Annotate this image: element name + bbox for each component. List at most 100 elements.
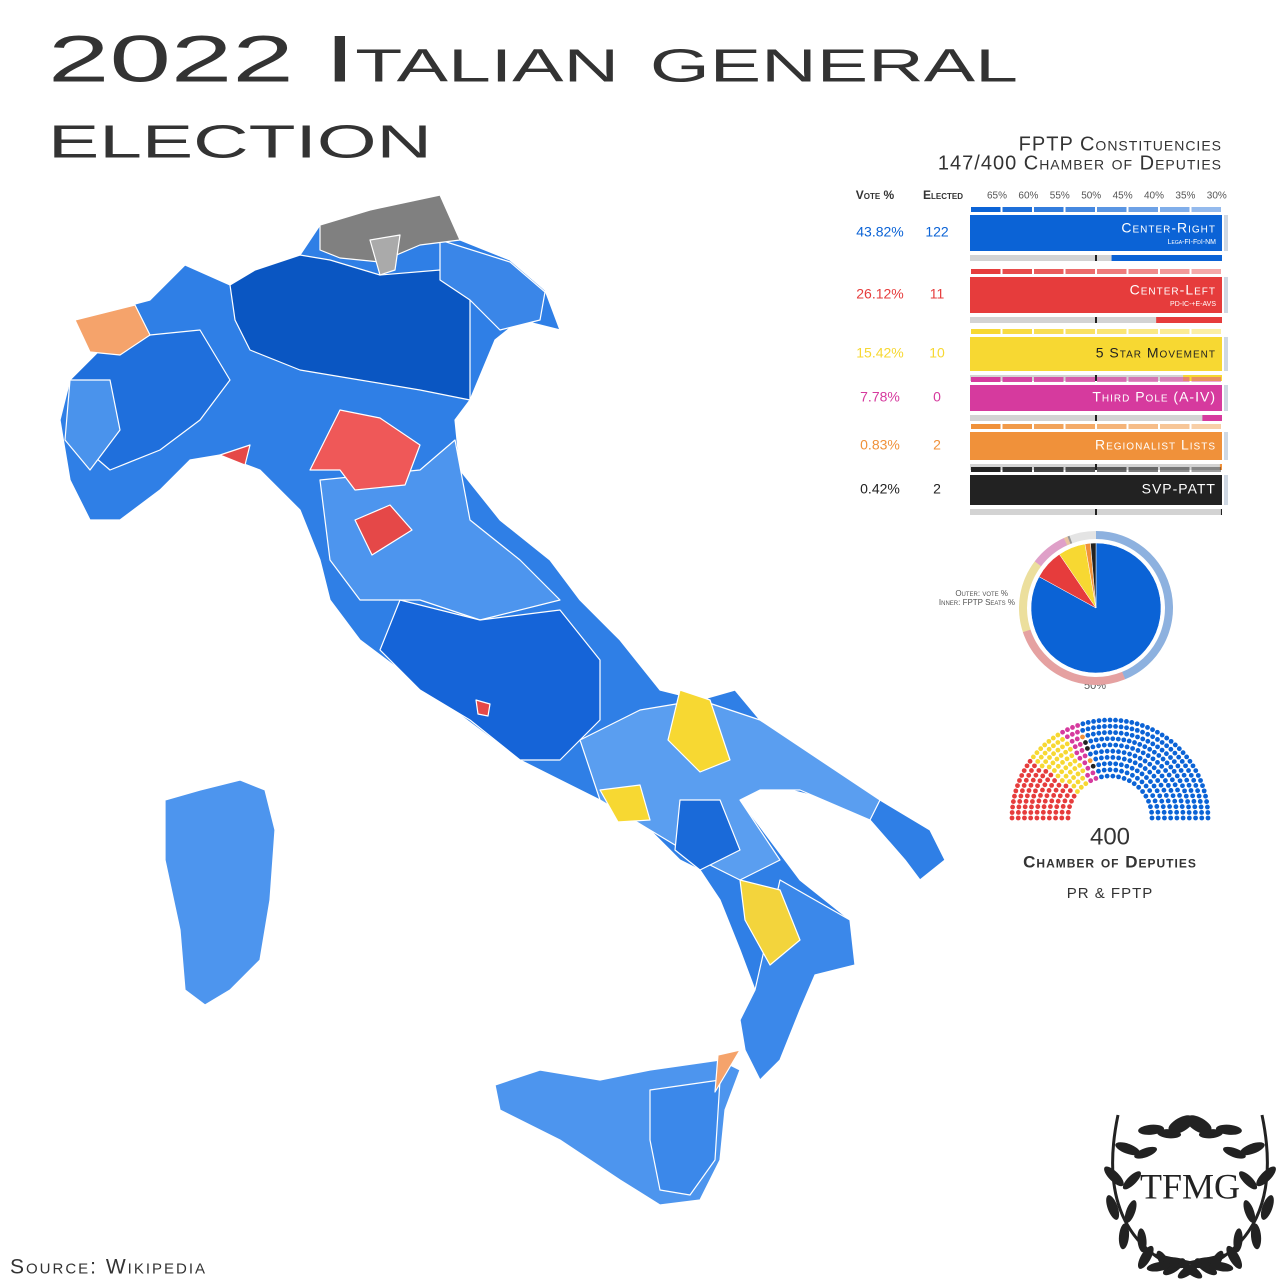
seat bbox=[1119, 743, 1124, 749]
scale-strip bbox=[1128, 424, 1158, 429]
seat bbox=[1151, 773, 1157, 779]
seat bbox=[1053, 787, 1059, 793]
seat bbox=[1037, 778, 1043, 784]
scale-strip bbox=[1128, 269, 1158, 274]
seat bbox=[1113, 730, 1118, 736]
source: Source: Wikipedia bbox=[10, 1256, 207, 1279]
scale-strip bbox=[1065, 467, 1095, 472]
seat bbox=[1041, 804, 1047, 810]
seat bbox=[1046, 788, 1052, 793]
seat bbox=[1142, 766, 1148, 771]
scale-strip bbox=[1160, 377, 1190, 382]
aosta bbox=[74, 304, 151, 356]
scale-strip bbox=[1002, 329, 1032, 334]
seat bbox=[1172, 750, 1178, 756]
seat bbox=[1031, 793, 1037, 799]
seat bbox=[1010, 799, 1016, 804]
scale-strip bbox=[1034, 467, 1064, 472]
scale-strip bbox=[1160, 467, 1190, 472]
seat bbox=[1168, 764, 1174, 770]
seat bbox=[1047, 755, 1052, 760]
seat bbox=[1080, 727, 1086, 733]
seat bbox=[1023, 798, 1029, 804]
party-box bbox=[970, 385, 1222, 411]
seat bbox=[1159, 747, 1165, 753]
tuscany-red bbox=[309, 409, 421, 491]
seat bbox=[1132, 740, 1137, 745]
seat bbox=[1150, 756, 1156, 762]
seat bbox=[1039, 763, 1045, 769]
seat bbox=[1110, 736, 1116, 742]
rome-red bbox=[475, 699, 491, 717]
seat bbox=[1046, 746, 1052, 752]
seat bbox=[1078, 784, 1084, 790]
seat bbox=[1042, 742, 1048, 748]
seat bbox=[1015, 783, 1020, 789]
seat bbox=[1042, 782, 1048, 788]
party-box bbox=[970, 277, 1222, 313]
seat bbox=[1161, 787, 1167, 793]
seat bbox=[1077, 755, 1083, 761]
scale-strip bbox=[1002, 467, 1032, 472]
seat bbox=[1159, 773, 1165, 779]
scale-strip bbox=[1065, 329, 1095, 334]
seat bbox=[1060, 760, 1065, 765]
seat bbox=[1201, 788, 1207, 794]
scale-strip bbox=[1160, 329, 1190, 334]
seat bbox=[1036, 768, 1042, 773]
scale-strip bbox=[1002, 207, 1032, 212]
seat bbox=[1174, 809, 1180, 815]
seat bbox=[1093, 776, 1099, 781]
wreath-leaf bbox=[1104, 1166, 1124, 1187]
seat bbox=[1137, 742, 1143, 747]
seat bbox=[1107, 730, 1113, 735]
seat bbox=[1075, 779, 1081, 785]
seat bbox=[1090, 744, 1096, 750]
seat bbox=[1177, 793, 1182, 798]
seat bbox=[1032, 763, 1037, 769]
seat bbox=[1034, 809, 1040, 815]
seat bbox=[1143, 793, 1149, 799]
seat bbox=[1046, 738, 1052, 744]
seat bbox=[1113, 717, 1118, 723]
campania-dark bbox=[674, 799, 741, 871]
vote-bar bbox=[1183, 375, 1222, 381]
seat bbox=[1124, 770, 1130, 776]
seat bbox=[1090, 770, 1096, 776]
wreath-leaf bbox=[1137, 1245, 1154, 1269]
seat bbox=[1067, 746, 1073, 752]
seat bbox=[1098, 755, 1104, 761]
seat bbox=[1069, 798, 1074, 804]
seat bbox=[1057, 793, 1063, 799]
subtitle: FPTP Constituencies bbox=[1019, 133, 1222, 155]
naples-yellow bbox=[599, 784, 651, 823]
seat bbox=[1060, 737, 1065, 742]
elected-count: 2 bbox=[933, 481, 941, 497]
wreath-leaf bbox=[1122, 1171, 1141, 1190]
seat bbox=[1180, 815, 1186, 821]
seat bbox=[1090, 763, 1096, 769]
seat bbox=[1033, 772, 1039, 778]
box-edge bbox=[1224, 215, 1228, 251]
wreath-leaf bbox=[1134, 1146, 1157, 1159]
outer-ring-slice bbox=[1067, 535, 1073, 544]
seat bbox=[1145, 725, 1150, 730]
seat bbox=[1085, 732, 1091, 738]
vote-share: 7.78% bbox=[860, 389, 900, 405]
seat bbox=[1159, 732, 1165, 738]
seat bbox=[1161, 809, 1167, 815]
scale-label: 40% bbox=[1144, 191, 1164, 202]
seat bbox=[1101, 742, 1107, 748]
scale-strip bbox=[1160, 424, 1190, 429]
seat bbox=[1205, 815, 1211, 821]
seat bbox=[1107, 723, 1113, 729]
seat bbox=[1085, 746, 1090, 751]
alps-light-grey bbox=[369, 234, 401, 276]
seat bbox=[1168, 815, 1174, 821]
molise-yellow bbox=[667, 689, 731, 773]
seat bbox=[1074, 736, 1080, 742]
seat bbox=[1191, 777, 1197, 783]
seat bbox=[1099, 749, 1104, 755]
seat bbox=[1063, 773, 1069, 779]
wreath-leaf bbox=[1171, 1119, 1193, 1135]
